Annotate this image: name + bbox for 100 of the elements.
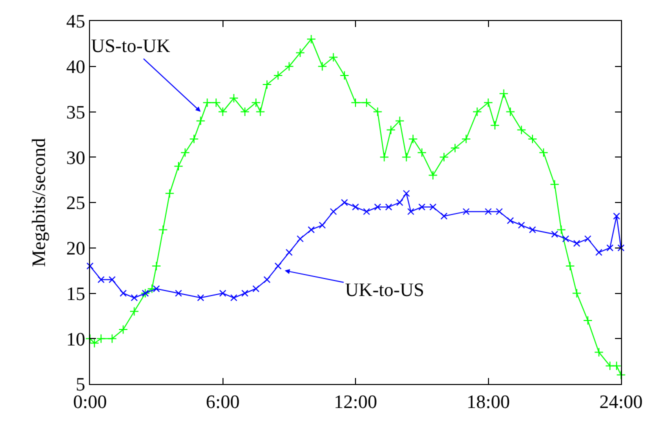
point [484, 98, 493, 108]
point [328, 52, 338, 62]
point [484, 208, 492, 216]
point [516, 125, 526, 135]
point [417, 148, 427, 158]
point [229, 93, 239, 103]
point [461, 134, 471, 144]
point [306, 34, 316, 44]
point [252, 285, 260, 292]
point [550, 180, 560, 190]
point [230, 294, 238, 302]
point [518, 222, 525, 229]
point [211, 98, 221, 108]
point [529, 226, 536, 234]
point [152, 285, 160, 292]
point [273, 70, 283, 80]
point [408, 134, 418, 144]
point [296, 235, 304, 242]
point [284, 62, 294, 72]
point [584, 235, 592, 242]
y-tick-label: 20 [66, 238, 86, 260]
point [374, 204, 382, 211]
point [174, 162, 184, 171]
point [330, 208, 337, 216]
point [286, 248, 293, 256]
y-tick-label: 15 [66, 284, 86, 305]
annotation: US-to-UK [91, 36, 170, 57]
point [594, 348, 604, 357]
point [472, 107, 482, 116]
point [202, 98, 212, 108]
x-tick-label: 24:00 [599, 392, 643, 413]
point [499, 88, 508, 98]
annotation: UK-to-US [345, 280, 424, 301]
point [538, 148, 548, 158]
point [262, 80, 272, 90]
point [197, 294, 204, 302]
point [613, 212, 620, 220]
point [340, 70, 350, 80]
point [506, 217, 514, 224]
point [98, 276, 105, 284]
y-tick-label: 25 [66, 193, 86, 214]
point [118, 324, 128, 334]
x-tick-label: 6:00 [206, 392, 240, 413]
point [189, 134, 199, 144]
point [362, 98, 372, 108]
point [462, 208, 470, 216]
point [402, 152, 412, 162]
point [418, 204, 426, 211]
point [605, 361, 615, 371]
point [496, 208, 503, 216]
point [318, 222, 326, 229]
point [450, 143, 460, 153]
point [380, 152, 389, 162]
point [164, 188, 174, 198]
y-axis-title: Megabits/second [29, 138, 50, 267]
point [407, 208, 414, 216]
point [130, 294, 138, 302]
point [120, 290, 127, 297]
point [428, 170, 438, 180]
point [385, 204, 392, 211]
point [556, 225, 566, 234]
point [86, 262, 94, 270]
point [528, 134, 538, 144]
point [107, 334, 117, 344]
point [318, 62, 328, 72]
point [108, 276, 116, 284]
point [218, 107, 228, 116]
point [147, 284, 157, 294]
point [565, 261, 575, 271]
point [152, 261, 162, 271]
point [158, 225, 168, 234]
point [583, 316, 593, 326]
point [618, 244, 624, 252]
point [506, 107, 516, 116]
point [350, 98, 360, 108]
point [386, 125, 396, 135]
point [240, 107, 250, 116]
point [606, 244, 614, 252]
point [396, 199, 404, 206]
point [96, 334, 106, 344]
point [562, 235, 570, 242]
point [180, 148, 190, 158]
point [274, 262, 282, 270]
point [340, 199, 348, 206]
x-tick-label: 12:00 [334, 392, 378, 413]
y-tick-label: 40 [66, 57, 86, 78]
point [175, 290, 182, 297]
point [572, 288, 582, 298]
y-tick-label: 10 [66, 329, 86, 350]
y-tick-label: 45 [66, 12, 86, 33]
point [241, 290, 248, 297]
point [352, 204, 359, 211]
point [402, 190, 410, 197]
point [612, 361, 622, 371]
point [439, 152, 449, 162]
x-tick-label: 18:00 [466, 392, 510, 413]
point [395, 116, 404, 126]
point [256, 107, 266, 116]
point [440, 212, 448, 220]
point [595, 248, 602, 256]
